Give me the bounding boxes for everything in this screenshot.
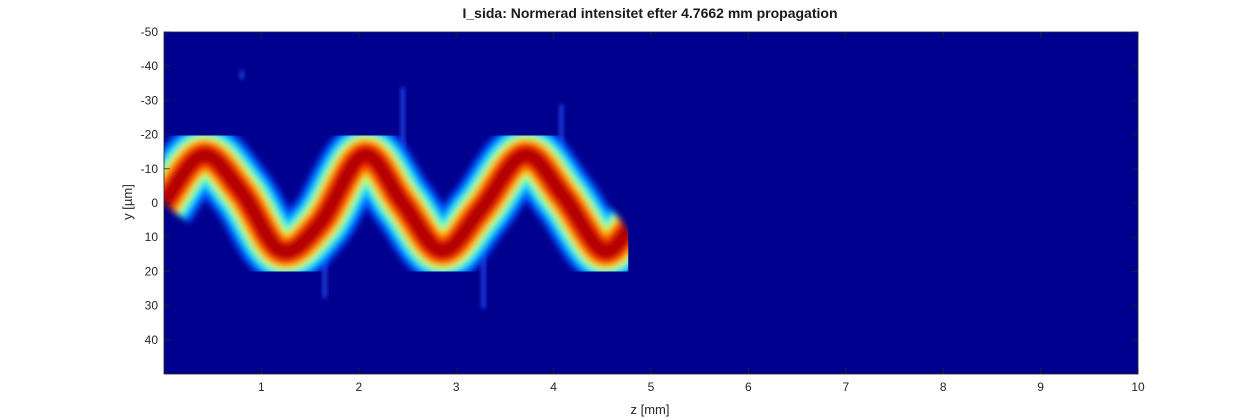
beam-intensity-layer-7 xyxy=(164,147,629,260)
x-tick-label: 7 xyxy=(842,380,849,394)
y-tick-label: -40 xyxy=(141,59,159,73)
x-axis-ticks: 1 2 3 4 5 6 7 8 9 10 xyxy=(258,32,1145,394)
chart-title: I_sida: Normerad intensitet efter 4.7662… xyxy=(463,5,838,21)
x-tick-label: 10 xyxy=(1131,380,1145,394)
y-tick-label: -30 xyxy=(141,93,159,107)
x-tick-label: 8 xyxy=(940,380,947,394)
x-tick-label: 1 xyxy=(258,380,265,394)
x-tick-label: 6 xyxy=(745,380,752,394)
x-tick-label: 2 xyxy=(355,380,362,394)
plot-area xyxy=(163,31,1139,375)
y-tick-label: 30 xyxy=(145,299,159,313)
y-tick-label: 10 xyxy=(145,230,159,244)
y-tick-label: 40 xyxy=(145,333,159,347)
y-axis-label: y [µm] xyxy=(120,184,135,220)
y-axis-ticks: -50 -40 -30 -20 -10 0 10 20 30 40 xyxy=(141,25,1138,347)
y-tick-label: -10 xyxy=(141,162,159,176)
y-tick-label: -50 xyxy=(141,25,159,39)
x-tick-label: 3 xyxy=(453,380,460,394)
y-tick-label: 20 xyxy=(145,264,159,278)
side-lobe-1 xyxy=(239,70,244,80)
x-tick-label: 5 xyxy=(648,380,655,394)
x-tick-label: 9 xyxy=(1037,380,1044,394)
beam-path xyxy=(164,122,629,284)
y-tick-label: 0 xyxy=(151,196,158,210)
x-axis-label: z [mm] xyxy=(631,402,670,417)
y-tick-label: -20 xyxy=(141,128,159,142)
x-tick-label: 4 xyxy=(550,380,557,394)
